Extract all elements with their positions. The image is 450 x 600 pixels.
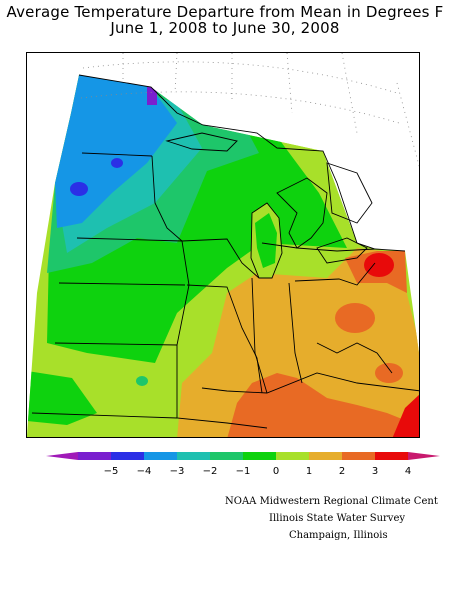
legend-tick-label: −5	[104, 466, 119, 477]
legend-swatch	[111, 452, 144, 460]
legend-arrow-high	[408, 452, 440, 460]
boundaries	[31, 74, 419, 429]
legend-tick-label: −2	[203, 466, 218, 477]
legend-swatch	[309, 452, 342, 460]
legend-tick-label: 2	[339, 466, 345, 477]
legend-tick-label: 4	[405, 466, 411, 477]
map-date-range: June 1, 2008 to June 30, 2008	[110, 19, 340, 37]
legend-tick-label: −1	[236, 466, 251, 477]
graticule	[80, 53, 419, 168]
temperature-departure-map	[26, 52, 420, 438]
legend-tick-label: 1	[306, 466, 312, 477]
credit-line-1: NOAA Midwestern Regional Climate Cent	[225, 496, 438, 507]
credit-line-3: Champaign, Illinois	[289, 530, 388, 541]
legend-tick-label: 0	[273, 466, 279, 477]
legend-swatch	[375, 452, 408, 460]
legend-swatch	[177, 452, 210, 460]
legend-swatch	[243, 452, 276, 460]
map-graphic	[27, 53, 419, 437]
map-title: Average Temperature Departure from Mean …	[6, 3, 444, 21]
legend-graphic: −5 −4 −3 −2 −1 0 1 2 3 4	[46, 452, 440, 477]
legend-tick-label: −4	[137, 466, 152, 477]
legend-swatch	[210, 452, 243, 460]
legend-swatch	[78, 452, 111, 460]
legend-swatch	[144, 452, 177, 460]
legend-swatch	[342, 452, 375, 460]
color-legend: −5 −4 −3 −2 −1 0 1 2 3 4	[0, 446, 450, 486]
credit-line-2: Illinois State Water Survey	[269, 513, 406, 524]
legend-tick-label: −3	[170, 466, 185, 477]
legend-swatch	[276, 452, 309, 460]
legend-tick-label: 3	[372, 466, 378, 477]
legend-arrow-low	[46, 452, 78, 460]
